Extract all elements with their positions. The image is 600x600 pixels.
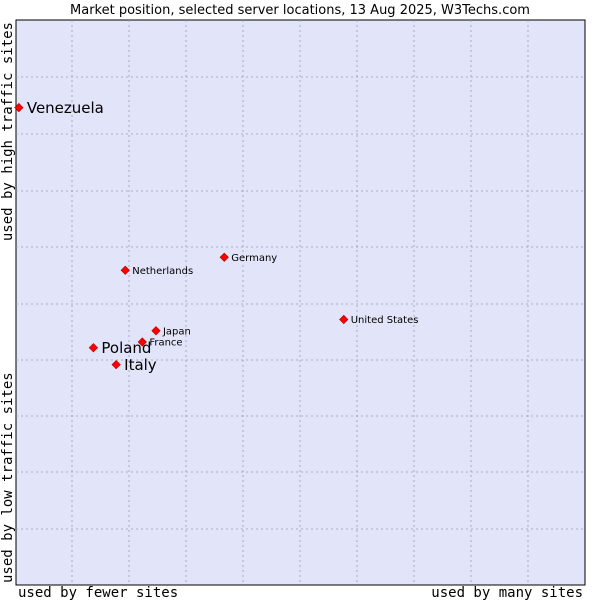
point-marker <box>14 102 24 113</box>
point-label: France <box>149 338 182 349</box>
point-label: Netherlands <box>132 266 193 277</box>
point-label: Germany <box>231 253 277 264</box>
point-label: Poland <box>101 339 151 357</box>
y-axis-label-bottom: used by low traffic sites <box>0 372 16 583</box>
point-japan: Japan <box>151 326 191 337</box>
point-italy: Italy <box>111 356 157 374</box>
point-label: United States <box>351 315 419 326</box>
point-poland: Poland <box>88 339 151 357</box>
point-france: France <box>137 337 183 349</box>
point-marker <box>88 343 99 353</box>
x-axis-label-right: used by many sites <box>431 585 583 600</box>
point-label: Venezuela <box>27 99 104 117</box>
plot-area <box>15 19 586 586</box>
point-marker <box>219 252 229 262</box>
point-marker <box>137 337 147 347</box>
chart-title: Market position, selected server locatio… <box>70 3 530 18</box>
point-germany: Germany <box>219 252 277 264</box>
point-marker <box>339 314 349 325</box>
point-united-states: United States <box>339 314 419 326</box>
point-marker <box>120 265 130 275</box>
point-netherlands: Netherlands <box>120 265 193 277</box>
point-label: Japan <box>162 326 191 337</box>
point-marker <box>111 360 121 370</box>
point-label: Italy <box>124 356 157 374</box>
point-venezuela: Venezuela <box>14 99 104 117</box>
data-points: Venezuela Germany Netherlands United States… <box>14 99 419 374</box>
y-axis-label-top: used by high traffic sites <box>0 22 16 241</box>
point-marker <box>151 326 161 336</box>
x-axis-label-left: used by fewer sites <box>18 585 178 600</box>
grid-lines <box>16 20 585 585</box>
